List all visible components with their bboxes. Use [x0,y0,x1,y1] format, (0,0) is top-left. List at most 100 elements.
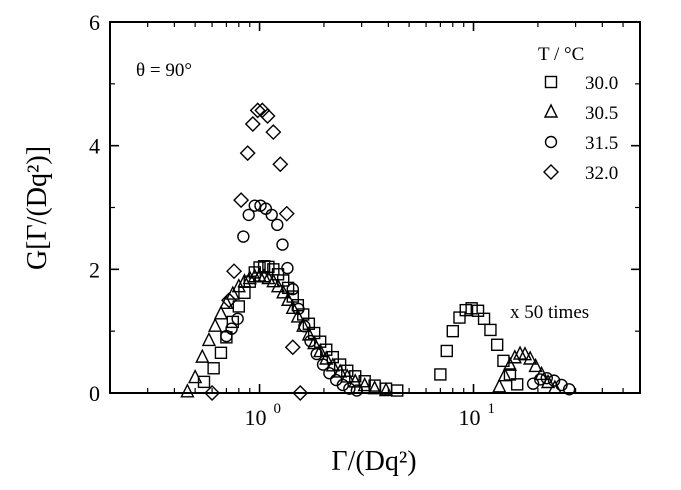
data-point-circle [286,282,299,296]
series-circle [220,199,576,397]
data-point-triangle [280,291,296,306]
y-tick-label: 2 [89,257,100,282]
data-point-circle [323,367,336,380]
data-point-square [453,311,466,324]
data-point-triangle [517,346,533,361]
data-point-triangle [201,331,217,347]
data-point-triangle [270,278,286,293]
legend-marker-circle [544,135,558,149]
x-axis-label: Γ/(Dq²) [331,446,416,477]
data-point-square [510,378,524,391]
series-square [197,260,524,397]
data-point-triangle [290,308,305,323]
data-point-circle [242,208,255,222]
data-point-triangle [301,326,316,341]
data-point-square [490,338,504,351]
data-point-circle [526,377,540,390]
data-point-triangle [195,348,210,363]
data-point-diamond [259,107,276,124]
data-point-triangle [242,270,257,285]
data-point-triangle [180,383,195,398]
data-point-diamond [254,102,271,119]
y-tick-label: 6 [89,10,100,35]
data-point-square [253,261,266,274]
data-point-triangle [319,350,334,365]
legend-label: 32.0 [585,163,618,184]
data-point-circle [281,261,294,275]
data-point-circle [225,322,238,335]
data-point-square [207,362,220,375]
data-point-circle [276,238,289,251]
data-marks [180,102,576,401]
data-point-triangle [528,357,543,373]
data-point-circle [292,302,305,316]
data-point-circle [547,374,561,387]
data-point-diamond [226,263,243,280]
data-point-square [446,324,459,338]
data-point-triangle [367,380,382,395]
x-tick-label: 10 [245,405,267,430]
data-point-triangle [207,317,223,332]
data-point-square [391,384,404,397]
legend-marker-diamond [543,164,559,180]
x-tick-exponent: 1 [488,401,496,417]
data-point-triangle [285,299,300,314]
data-point-circle [534,373,547,386]
data-point-triangle [502,356,518,371]
data-point-diamond [249,102,266,119]
data-point-diamond [239,145,256,162]
data-point-triangle [357,377,372,392]
data-point-circle [540,371,553,385]
data-point-circle [237,230,250,243]
data-point-diamond [265,124,282,141]
data-point-square [477,312,491,325]
data-point-diamond [284,339,301,356]
scale-annotation: x 50 times [510,302,589,323]
data-point-diamond [292,385,309,401]
data-point-circle [298,320,311,333]
series-diamond [204,102,309,401]
data-point-diamond [244,116,261,133]
x-tick-label: 10 [459,405,481,430]
data-point-square [232,300,246,313]
data-point-triangle [523,350,538,365]
legend-marker-triangle [543,103,559,118]
data-point-triangle [237,273,252,288]
legend-label: 30.5 [585,103,618,124]
data-point-triangle [213,305,229,320]
data-point-triangle [266,273,281,288]
data-point-triangle [231,278,246,293]
data-point-circle [336,378,350,392]
legend: 30.0 30.5 31.5 32.0 [543,73,618,184]
legend-title: T / °C [538,44,584,65]
data-point-triangle [507,349,522,364]
data-point-circle [304,334,317,348]
data-point-circle [350,384,364,397]
data-point-circle [310,347,323,361]
data-point-diamond [233,192,250,209]
legend-marker-square [544,75,558,89]
x-tick-exponent: 0 [274,401,282,417]
data-point-circle [555,378,568,392]
data-point-triangle [492,378,507,393]
data-point-triangle [378,381,394,397]
data-point-triangle [497,367,512,382]
data-point-square [484,323,497,337]
data-point-square [214,346,228,360]
data-point-diamond [278,205,295,222]
data-point-triangle [547,379,562,394]
legend-label: 30.0 [585,73,618,94]
data-point-square [434,368,447,381]
data-point-circle [265,208,278,222]
data-point-square [238,286,251,300]
data-point-triangle [313,343,328,358]
data-point-triangle [188,368,203,384]
data-point-circle [562,383,576,396]
data-point-diamond [272,156,289,173]
data-point-diamond [221,292,238,309]
data-point-square [326,350,340,364]
y-axis-label: G[Γ/(Dq²)] [22,146,53,270]
data-point-triangle [276,284,291,299]
data-point-square [465,302,478,315]
